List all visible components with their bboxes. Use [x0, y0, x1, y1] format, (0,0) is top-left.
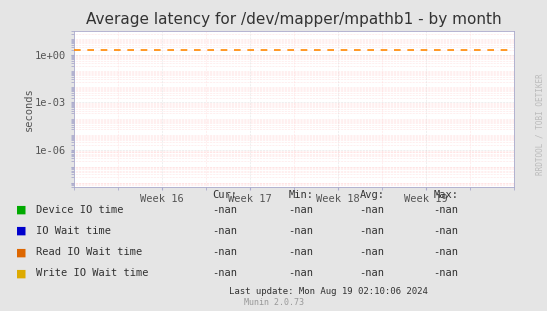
Text: -nan: -nan [212, 268, 237, 278]
Text: Cur:: Cur: [212, 190, 237, 200]
Text: Max:: Max: [433, 190, 458, 200]
Y-axis label: seconds: seconds [24, 87, 33, 131]
Text: ■: ■ [16, 247, 27, 257]
Text: -nan: -nan [433, 226, 458, 236]
Text: Munin 2.0.73: Munin 2.0.73 [243, 298, 304, 307]
Text: -nan: -nan [288, 205, 313, 215]
Text: Last update: Mon Aug 19 02:10:06 2024: Last update: Mon Aug 19 02:10:06 2024 [229, 287, 428, 296]
Text: Avg:: Avg: [359, 190, 385, 200]
Text: -nan: -nan [359, 268, 385, 278]
Text: Read IO Wait time: Read IO Wait time [36, 247, 142, 257]
Title: Average latency for /dev/mapper/mpathb1 - by month: Average latency for /dev/mapper/mpathb1 … [86, 12, 502, 27]
Text: ■: ■ [16, 205, 27, 215]
Text: -nan: -nan [359, 247, 385, 257]
Text: -nan: -nan [433, 247, 458, 257]
Text: RRDTOOL / TOBI OETIKER: RRDTOOL / TOBI OETIKER [536, 73, 544, 175]
Text: -nan: -nan [212, 226, 237, 236]
Text: Device IO time: Device IO time [36, 205, 123, 215]
Text: -nan: -nan [288, 268, 313, 278]
Text: Write IO Wait time: Write IO Wait time [36, 268, 148, 278]
Text: IO Wait time: IO Wait time [36, 226, 110, 236]
Text: -nan: -nan [359, 205, 385, 215]
Text: ■: ■ [16, 268, 27, 278]
Text: -nan: -nan [212, 247, 237, 257]
Text: -nan: -nan [433, 205, 458, 215]
Text: -nan: -nan [288, 247, 313, 257]
Text: -nan: -nan [288, 226, 313, 236]
Text: Min:: Min: [288, 190, 313, 200]
Text: ■: ■ [16, 226, 27, 236]
Text: -nan: -nan [359, 226, 385, 236]
Text: -nan: -nan [212, 205, 237, 215]
Text: -nan: -nan [433, 268, 458, 278]
